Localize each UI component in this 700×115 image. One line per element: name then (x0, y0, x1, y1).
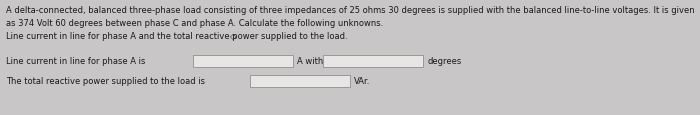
FancyBboxPatch shape (323, 56, 423, 67)
Text: VAr.: VAr. (354, 77, 370, 86)
FancyBboxPatch shape (250, 75, 350, 87)
Text: degrees: degrees (427, 57, 461, 66)
FancyBboxPatch shape (193, 56, 293, 67)
Text: The total reactive power supplied to the load is: The total reactive power supplied to the… (6, 77, 205, 86)
Text: Line current in line for phase A is: Line current in line for phase A is (6, 57, 146, 66)
Text: as 374 Volt 60 degrees between phase C and phase A. Calculate the following unkn: as 374 Volt 60 degrees between phase C a… (6, 19, 384, 28)
Text: A delta-connected, balanced three-phase load consisting of three impedances of 2: A delta-connected, balanced three-phase … (6, 6, 694, 15)
Text: A with: A with (297, 57, 323, 66)
Text: Line current in line for phase A and the total reactive power supplied to the lo: Line current in line for phase A and the… (6, 32, 348, 41)
Text: ◇: ◇ (230, 32, 237, 41)
